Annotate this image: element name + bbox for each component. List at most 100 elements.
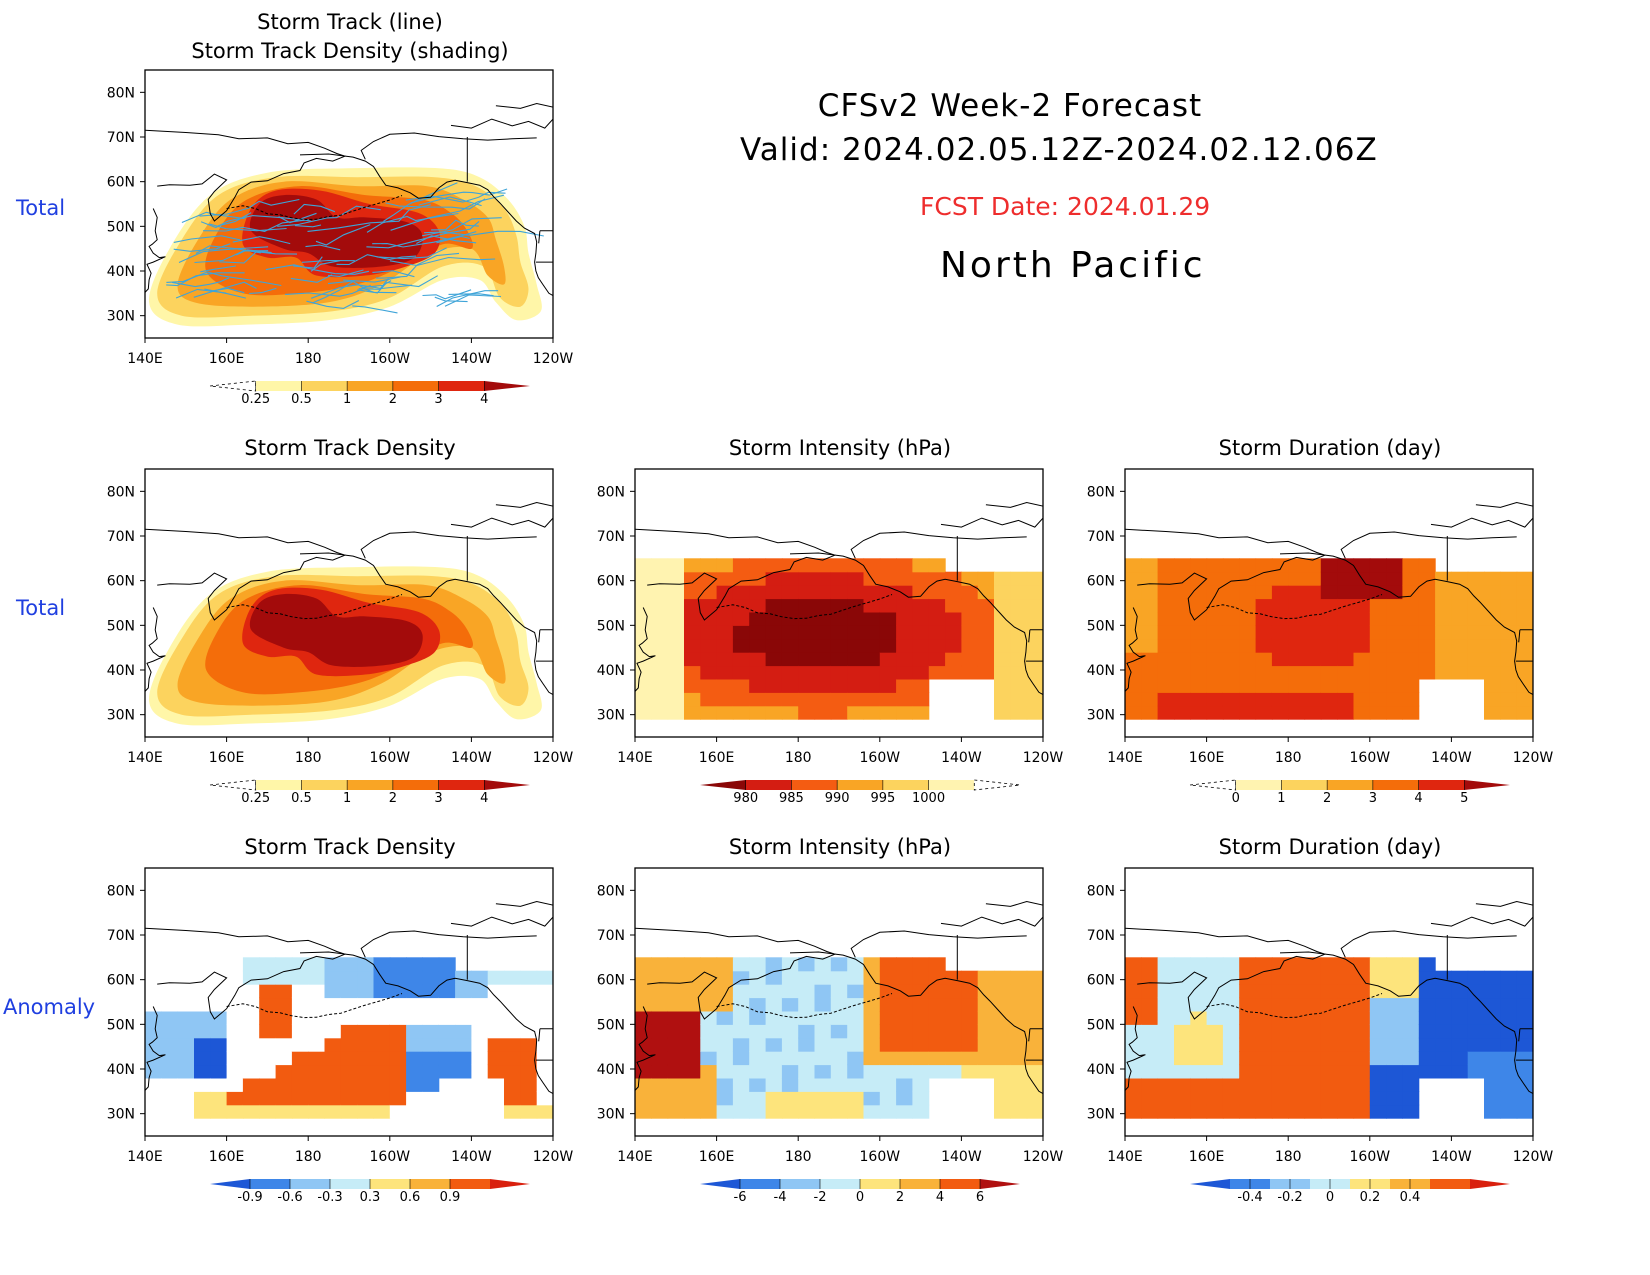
grid-cell (765, 1091, 783, 1106)
grid-cell (863, 1051, 881, 1066)
grid-cell (1222, 652, 1240, 667)
grid-cell (928, 665, 946, 680)
grid-cell (1500, 1104, 1518, 1119)
grid-cell (1255, 611, 1273, 626)
grid-cell (1271, 585, 1289, 600)
grid-cell (928, 1064, 946, 1079)
grid-cell (814, 997, 832, 1012)
grid-cell (1026, 997, 1043, 1012)
map-frame (1124, 468, 1534, 738)
lon-label: 140E (127, 1149, 163, 1165)
grid-cell (716, 1051, 734, 1066)
lat-label: 50N (107, 1017, 135, 1033)
field-layer (148, 167, 544, 327)
grid-cell (1516, 984, 1533, 999)
grid-cell (814, 665, 832, 680)
grid-cell (291, 970, 309, 985)
grid-cell (684, 1037, 701, 1052)
grid-cell (781, 1037, 799, 1052)
grid-cell (1222, 984, 1240, 999)
field-layer (635, 558, 1043, 720)
grid-cell (847, 705, 865, 720)
coastline (1206, 993, 1383, 1019)
grid-cell (1337, 558, 1355, 573)
grid-cell (814, 558, 832, 573)
grid-cell (194, 1010, 211, 1025)
grid-cell (1190, 984, 1208, 999)
lat-label: 50N (1087, 618, 1115, 634)
grid-cell (994, 1010, 1011, 1025)
grid-cell (1337, 1051, 1355, 1066)
grid-cell (340, 1010, 358, 1025)
grid-cell (1157, 1077, 1175, 1092)
grid-cell (1500, 1077, 1518, 1092)
grid-cell (1435, 1024, 1452, 1039)
grid-cell (536, 997, 553, 1012)
grid-cell (765, 1051, 783, 1066)
grid-cell (422, 1051, 440, 1066)
grid-cell (1125, 1037, 1142, 1052)
grid-cell (210, 1064, 228, 1079)
grid-cell (1484, 652, 1501, 667)
grid-cell (994, 984, 1011, 999)
grid-cell (1353, 1104, 1371, 1119)
grid-cell (1402, 1091, 1420, 1106)
grid-cell (1435, 984, 1452, 999)
grid-cell (1271, 984, 1289, 999)
grid-cell (847, 1064, 865, 1079)
grid-cell (145, 1037, 162, 1052)
storm-track-line (312, 280, 355, 304)
grid-cell (798, 1104, 816, 1119)
grid-cell (1369, 571, 1387, 586)
grid-cell (912, 1077, 930, 1092)
colorbar-label: 4 (480, 392, 488, 407)
grid-cell (177, 984, 195, 999)
coastline (789, 552, 1043, 696)
colorbar-label: 2 (1323, 791, 1331, 806)
grid-cell (487, 1064, 505, 1079)
grid-cell (357, 1091, 375, 1106)
grid-cell (1174, 970, 1191, 985)
grid-cell (1516, 571, 1533, 586)
grid-cell (651, 638, 669, 653)
grid-cell (1026, 970, 1043, 985)
grid-cell (373, 1010, 391, 1025)
coastline (145, 607, 166, 692)
grid-cell (406, 997, 423, 1012)
grid-cell (749, 1024, 767, 1039)
grid-cell (1304, 1077, 1322, 1092)
grid-cell (194, 1104, 211, 1119)
grid-cell (1467, 598, 1485, 613)
grid-cell (1337, 611, 1355, 626)
political-border (538, 1028, 541, 1042)
grid-cell (1271, 1051, 1289, 1066)
grid-cell (520, 1077, 538, 1092)
grid-cell (161, 957, 179, 972)
grid-cell (1141, 611, 1159, 626)
grid-cell (1353, 984, 1371, 999)
grid-cell (1337, 665, 1355, 680)
grid-cell (1484, 970, 1501, 985)
grid-cell (651, 598, 669, 613)
grid-cell (406, 984, 423, 999)
grid-cell (194, 984, 211, 999)
grid-cell (1451, 997, 1469, 1012)
grid-cell (879, 1077, 897, 1092)
grid-cell (732, 1037, 750, 1052)
grid-cell (308, 997, 326, 1012)
grid-cell (651, 585, 669, 600)
colorbar-swatch (438, 381, 485, 391)
grid-cell (242, 1024, 260, 1039)
lon-label: 160W (370, 1149, 411, 1165)
lon-label: 160W (860, 750, 901, 766)
coastline (940, 517, 1043, 528)
grid-cell (242, 997, 260, 1012)
grid-cell (1026, 1037, 1043, 1052)
grid-cell (487, 997, 505, 1012)
grid-cell (684, 585, 701, 600)
grid-cell (765, 585, 783, 600)
grid-cell (1141, 558, 1159, 573)
grid-cell (830, 558, 848, 573)
grid-cell (389, 1104, 407, 1119)
